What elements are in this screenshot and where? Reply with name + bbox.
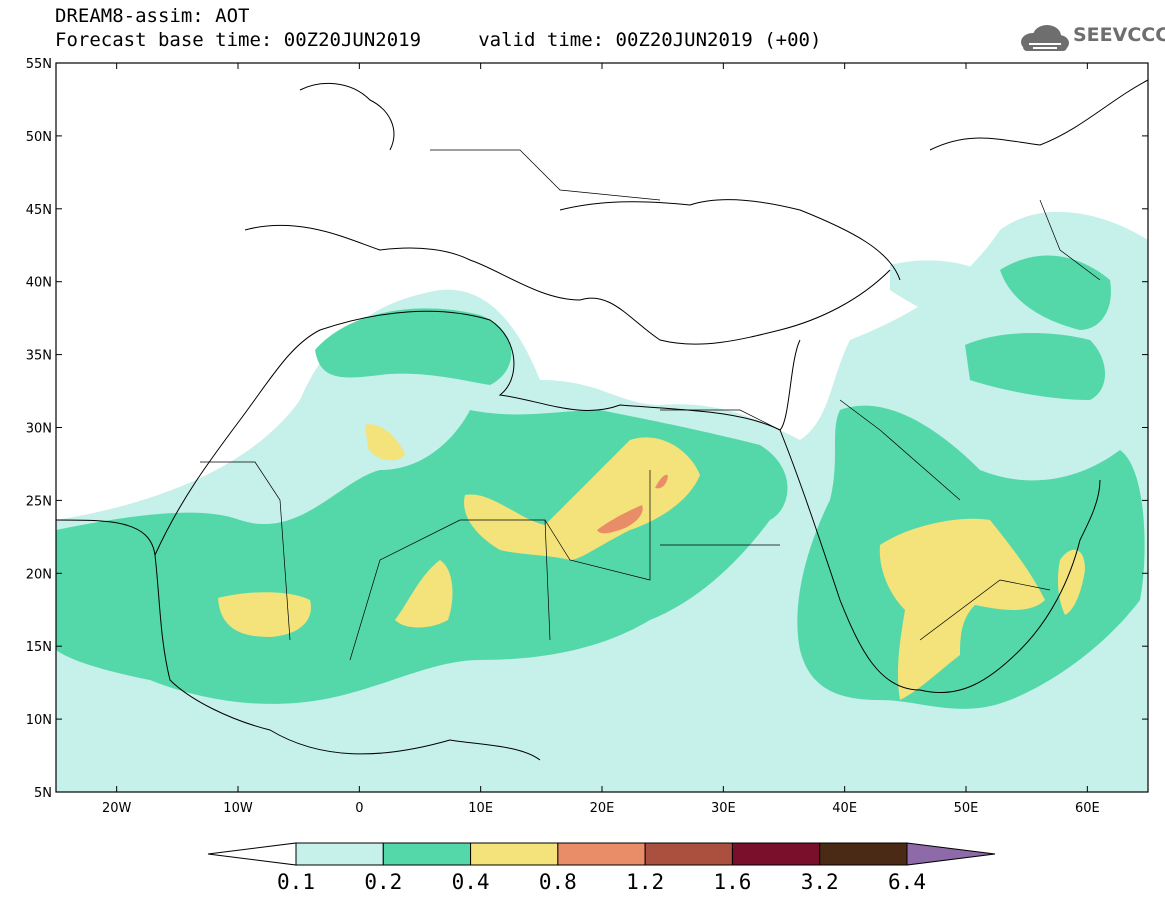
longitude-axis: 20W 10W 0 10E 20E 30E 40E 50E 60E [102, 63, 1100, 816]
country-borders [200, 149, 1101, 661]
lon-label: 10W [223, 801, 253, 816]
lat-label: 20N [26, 567, 52, 582]
lon-label: 50E [954, 801, 979, 816]
colorbar-label: 1.6 [713, 870, 751, 894]
title-line-2: Forecast base time: 00Z20JUN2019 valid t… [55, 29, 822, 51]
aot-contour-0.8 [597, 474, 668, 534]
colorbar-label: 0.4 [452, 870, 490, 894]
lon-label: 10E [468, 801, 493, 816]
title-line-1: DREAM8-assim: AOT [55, 5, 250, 27]
lat-label: 40N [26, 276, 52, 291]
colorbar-label: 0.2 [364, 870, 402, 894]
colorbar-box [382, 842, 472, 866]
lat-label: 15N [26, 640, 52, 655]
colorbar-label: 1.2 [626, 870, 664, 894]
lon-label: 40E [832, 801, 857, 816]
colorbar-box [470, 842, 559, 866]
lat-label: 35N [26, 349, 52, 364]
latitude-axis: 55N 50N 45N 40N 35N 30N 25N 20N 15N 10N 5N [26, 57, 1148, 801]
colorbar-box [557, 842, 646, 866]
lat-label: 45N [26, 203, 52, 218]
coastlines [56, 79, 1148, 761]
lat-label: 55N [26, 57, 52, 72]
colorbar: 0.1 0.2 0.4 0.8 1.2 1.6 3.2 6.4 [207, 842, 996, 894]
colorbar-box [295, 842, 384, 866]
colorbar-under-triangle [207, 842, 297, 866]
lat-label: 5N [34, 786, 52, 801]
colorbar-box [819, 842, 908, 866]
colorbar-label: 0.1 [277, 870, 315, 894]
colorbar-over-triangle [906, 842, 996, 866]
lon-label: 30E [711, 801, 736, 816]
colorbar-box [644, 842, 733, 866]
lat-label: 50N [26, 130, 52, 145]
lon-label: 60E [1075, 801, 1100, 816]
lon-label: 0 [355, 801, 363, 816]
aot-contour-0.4 [218, 424, 1085, 700]
colorbar-label: 0.8 [539, 870, 577, 894]
cloud-icon [1021, 25, 1069, 51]
lat-label: 30N [26, 422, 52, 437]
colorbar-label: 6.4 [888, 870, 926, 894]
lon-label: 20W [102, 801, 132, 816]
lon-label: 20E [590, 801, 615, 816]
colorbar-label: 3.2 [801, 870, 839, 894]
colorbar-box [731, 842, 821, 866]
lat-label: 10N [26, 713, 52, 728]
lat-label: 25N [26, 494, 52, 509]
logo-text: SEEVCCC [1073, 24, 1165, 46]
